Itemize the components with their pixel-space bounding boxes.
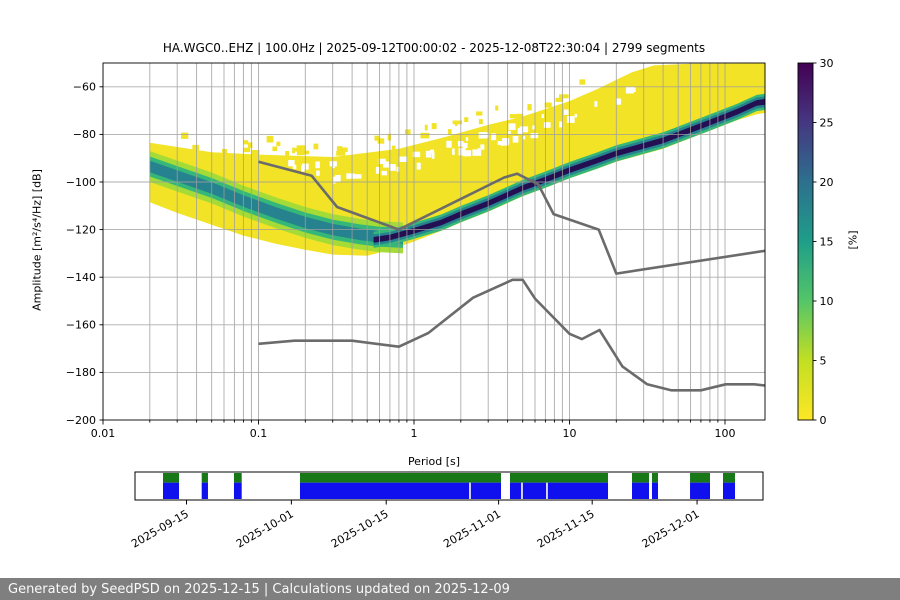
x-axis-label: Period [s] <box>407 455 461 468</box>
svg-text:−120: −120 <box>66 223 96 236</box>
date-tick-label: 2025-11-15 <box>535 507 597 550</box>
svg-text:10: 10 <box>820 295 834 308</box>
date-tick-label: 2025-09-15 <box>129 507 191 550</box>
date-tick-label: 2025-10-01 <box>234 507 296 550</box>
availability-bar: 2025-09-15 2025-10-01 2025-10-15 2025-11-01… <box>129 471 764 551</box>
colorbar: 0 5 10 15 20 25 30 <box>797 57 834 427</box>
axes: 0.01 0.1 1 10 100 −60 −80 −100 −120 −140 −160 −180 −… <box>66 62 766 440</box>
svg-text:−160: −160 <box>66 319 96 332</box>
svg-text:0: 0 <box>820 414 827 427</box>
noise-model-lines <box>258 160 765 392</box>
svg-text:1: 1 <box>411 427 418 440</box>
footer-status-text: Generated by SeedPSD on 2025-12-15 | Cal… <box>8 581 510 597</box>
date-tick-label: 2025-11-01 <box>441 507 503 550</box>
plot-title: HA.WGC0..EHZ | 100.0Hz | 2025-09-12T00:0… <box>162 41 706 55</box>
svg-text:−100: −100 <box>66 176 96 189</box>
svg-text:−180: −180 <box>66 366 96 379</box>
svg-text:30: 30 <box>820 57 834 70</box>
svg-text:−140: −140 <box>66 271 96 284</box>
svg-text:25: 25 <box>820 116 834 129</box>
svg-text:0.1: 0.1 <box>250 427 268 440</box>
svg-text:5: 5 <box>820 354 827 367</box>
svg-text:10: 10 <box>563 427 577 440</box>
date-tick-label: 2025-12-01 <box>640 507 702 550</box>
svg-text:100: 100 <box>715 427 736 440</box>
svg-text:0.01: 0.01 <box>91 427 116 440</box>
svg-text:−60: −60 <box>73 81 96 94</box>
svg-text:20: 20 <box>820 176 834 189</box>
svg-text:−80: −80 <box>73 128 96 141</box>
date-tick-label: 2025-10-15 <box>329 507 391 550</box>
svg-text:15: 15 <box>820 235 834 248</box>
ppsd-chart: 0.01 0.1 1 10 100−60−80−100−120−140−160−180−… <box>66 57 834 551</box>
ppsd-heatmap <box>103 63 765 420</box>
footer-status-bar: Generated by SeedPSD on 2025-12-15 | Cal… <box>0 578 900 600</box>
svg-text:−200: −200 <box>66 414 96 427</box>
grid <box>103 63 765 420</box>
